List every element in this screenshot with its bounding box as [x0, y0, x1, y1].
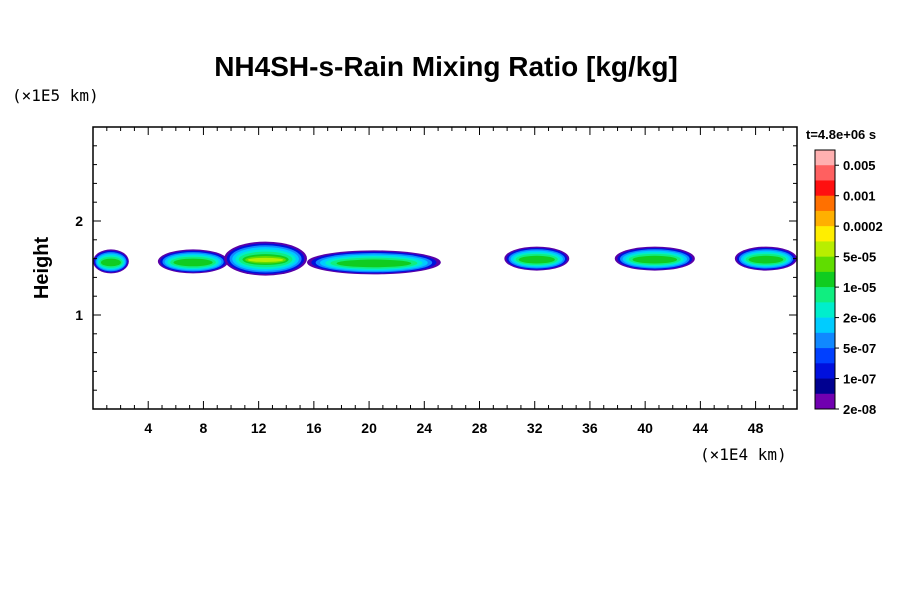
colorbar-label: 0.005 [843, 158, 876, 173]
colorbar-label: 2e-06 [843, 311, 876, 326]
plot-frame [92, 126, 798, 410]
y-tick-label: 2 [75, 213, 83, 229]
colorbar-label: 2e-08 [843, 402, 876, 417]
feature-contour [632, 255, 678, 264]
y-scale-label: (×1E5 km) [12, 86, 99, 105]
x-tick-label: 32 [527, 420, 543, 436]
data-feature [734, 246, 797, 271]
x-tick-label: 16 [306, 420, 322, 436]
colorbar-swatch [815, 271, 835, 288]
colorbar-swatch [815, 256, 835, 273]
data-features [93, 241, 797, 276]
x-tick-label: 24 [417, 420, 433, 436]
feature-layer [93, 241, 797, 276]
feature-contour [173, 258, 213, 267]
colorbar-swatch [815, 378, 835, 395]
colorbar-swatch [815, 302, 835, 318]
x-scale-label: (×1E4 km) [700, 445, 787, 464]
y-axis-label: Height [31, 237, 53, 300]
data-feature [306, 250, 441, 275]
colorbar-swatch [815, 180, 835, 197]
colorbar-label: 1e-05 [843, 280, 876, 295]
feature-contour [247, 257, 284, 262]
x-tick-label: 28 [472, 420, 488, 436]
data-feature [93, 249, 129, 274]
x-tick-label: 36 [582, 420, 598, 436]
colorbar-swatch [815, 317, 835, 334]
x-tick-label: 12 [251, 420, 267, 436]
colorbar-swatch [815, 287, 835, 303]
colorbar-label: 0.0002 [843, 219, 883, 234]
colorbar-swatch [815, 348, 835, 364]
colorbar-frame [814, 149, 836, 410]
y-tick-label: 1 [75, 307, 83, 323]
colorbar-swatch [815, 241, 835, 257]
colorbar-swatch [815, 150, 835, 166]
time-label: t=4.8e+06 s [806, 127, 876, 142]
colorbar-swatch [815, 210, 835, 227]
data-feature [504, 246, 570, 271]
colorbar-swatch [815, 195, 835, 212]
x-tick-label: 20 [361, 420, 377, 436]
chart-title: NH4SH-s-Rain Mixing Ratio [kg/kg] [214, 51, 678, 82]
x-tick-label: 44 [693, 420, 709, 436]
colorbar-swatch [815, 363, 835, 379]
colorbar-swatch [815, 165, 835, 181]
x-tick-label: 8 [200, 420, 208, 436]
colorbar-label: 1e-07 [843, 372, 876, 387]
data-feature [224, 241, 307, 276]
colorbar-swatch [815, 332, 835, 349]
x-tick-label: 48 [748, 420, 764, 436]
colorbar-label: 5e-07 [843, 341, 876, 356]
colorbar-swatch [815, 226, 835, 242]
feature-contour [336, 259, 412, 268]
x-tick-label: 4 [144, 420, 152, 436]
colorbar-label: 0.001 [843, 189, 876, 204]
x-tick-label: 40 [637, 420, 653, 436]
feature-contour [518, 255, 555, 264]
data-feature [614, 246, 695, 271]
data-feature [157, 249, 229, 274]
colorbar-swatch [815, 393, 835, 410]
feature-contour [100, 258, 121, 267]
feature-contour [748, 255, 784, 264]
colorbar: 0.005 0.001 0.0002 5e-05 1e-05 2e-06 5e-07 1e-0… [814, 149, 883, 417]
colorbar-label: 5e-05 [843, 250, 876, 265]
